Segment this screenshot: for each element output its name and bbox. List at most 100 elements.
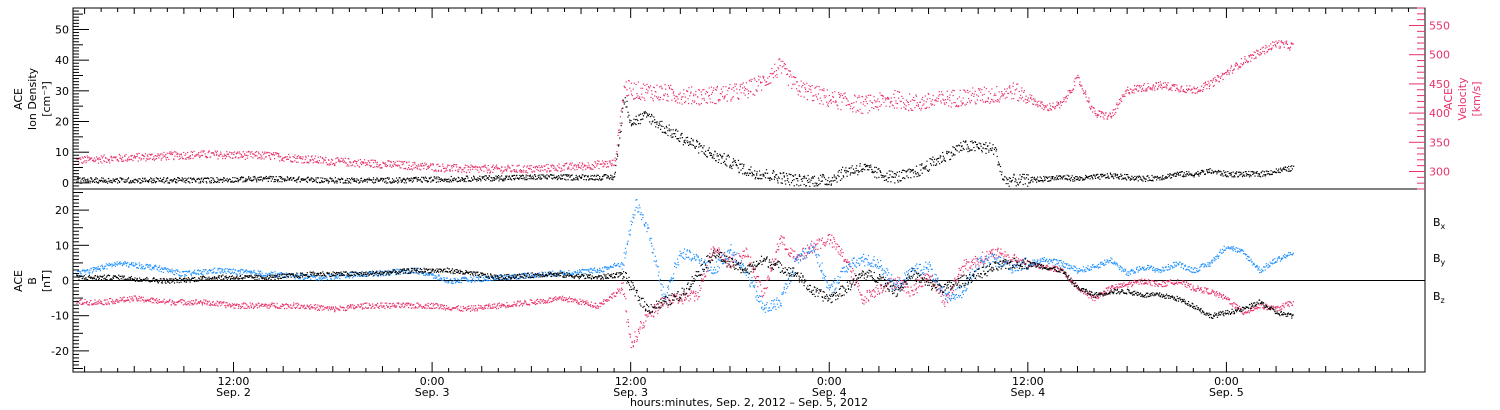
density-series-point bbox=[968, 150, 971, 152]
density-series-point bbox=[744, 172, 747, 174]
velocity-series-point bbox=[403, 168, 405, 170]
bz-series-point bbox=[476, 309, 479, 311]
bz-series-point bbox=[532, 302, 534, 304]
bz-series-point bbox=[418, 303, 420, 305]
velocity-series-point bbox=[454, 169, 457, 171]
density-series-point bbox=[620, 130, 622, 133]
velocity-series-point bbox=[689, 95, 691, 97]
density-series-point bbox=[406, 177, 409, 179]
velocity-series-point bbox=[145, 160, 147, 162]
velocity-series-point bbox=[140, 159, 142, 161]
density-series-point bbox=[582, 174, 584, 176]
velocity-series-point bbox=[88, 159, 90, 161]
density-series-point bbox=[486, 177, 489, 179]
velocity-series-point bbox=[244, 158, 246, 160]
bz-series-point bbox=[523, 302, 525, 304]
velocity-series-point bbox=[423, 165, 425, 167]
density-series-point bbox=[825, 178, 827, 181]
density-series-point bbox=[182, 179, 184, 181]
density-series-point bbox=[817, 185, 819, 187]
velocity-series-point bbox=[582, 169, 584, 171]
velocity-series-point bbox=[898, 91, 901, 93]
density-series-point bbox=[1279, 172, 1281, 174]
bz-series-point bbox=[530, 299, 532, 301]
density-series-point bbox=[1049, 180, 1051, 182]
bz-series-point bbox=[198, 301, 201, 303]
velocity-series-point bbox=[1144, 89, 1146, 91]
velocity-series-point bbox=[800, 95, 802, 97]
density-series-point bbox=[769, 177, 772, 179]
density-series-point bbox=[366, 181, 368, 183]
velocity-series-point bbox=[343, 161, 345, 164]
bz-series-point bbox=[363, 307, 365, 310]
velocity-series-point bbox=[155, 158, 158, 160]
density-series-point bbox=[284, 180, 286, 182]
velocity-series-point bbox=[561, 169, 563, 171]
density-series-point bbox=[525, 176, 527, 178]
velocity-series-point bbox=[536, 168, 538, 171]
density-series-point bbox=[476, 178, 478, 181]
velocity-series-point bbox=[223, 155, 225, 157]
density-series-point bbox=[485, 175, 487, 177]
bz-series-point bbox=[189, 301, 191, 303]
velocity-series-point bbox=[785, 68, 787, 70]
density-series-point bbox=[892, 176, 894, 178]
velocity-series-point bbox=[432, 164, 434, 166]
density-series-point bbox=[1064, 175, 1066, 177]
bz-series-point bbox=[129, 301, 131, 303]
velocity-series-point bbox=[721, 91, 723, 93]
density-series-point bbox=[1206, 169, 1208, 171]
density-series-point bbox=[571, 179, 574, 181]
density-series-point bbox=[764, 172, 766, 174]
density-series-point bbox=[172, 180, 174, 182]
density-series-point bbox=[875, 166, 877, 169]
bz-series-point bbox=[286, 304, 288, 306]
velocity-series-point bbox=[131, 154, 133, 156]
density-series-point bbox=[865, 164, 867, 167]
density-series-point bbox=[1027, 174, 1029, 176]
velocity-series-point bbox=[1060, 100, 1062, 103]
velocity-series-point bbox=[1129, 93, 1131, 95]
density-series-point bbox=[1104, 175, 1106, 177]
velocity-series-point bbox=[1285, 43, 1287, 45]
velocity-series-point bbox=[127, 158, 129, 160]
density-series-point bbox=[632, 124, 634, 126]
bz-series-point bbox=[212, 304, 214, 306]
velocity-series-point bbox=[1008, 86, 1010, 88]
density-series-point bbox=[428, 178, 430, 180]
bz-series-point bbox=[332, 307, 335, 309]
velocity-series-point bbox=[1230, 65, 1233, 67]
density-series-point bbox=[593, 175, 595, 177]
density-series-point bbox=[1159, 176, 1161, 178]
density-series-point bbox=[1114, 175, 1116, 177]
density-series-point bbox=[440, 178, 442, 181]
density-series-point bbox=[591, 178, 593, 180]
density-series-point bbox=[147, 180, 149, 182]
bz-series-point bbox=[287, 304, 289, 306]
velocity-series-point bbox=[296, 157, 298, 159]
velocity-series-point bbox=[1142, 87, 1144, 89]
density-series-point bbox=[721, 156, 723, 158]
velocity-series-point bbox=[1047, 108, 1049, 110]
density-series-point bbox=[521, 175, 523, 177]
density-series-point bbox=[690, 137, 692, 140]
velocity-series-point bbox=[1291, 43, 1293, 45]
velocity-series-point bbox=[122, 156, 124, 158]
velocity-series-point bbox=[1143, 83, 1145, 85]
velocity-series-point bbox=[770, 82, 772, 84]
density-series-point bbox=[1051, 178, 1054, 180]
velocity-series-point bbox=[304, 161, 306, 163]
density-series-point bbox=[1110, 173, 1112, 175]
bz-series-point bbox=[347, 305, 350, 307]
density-series-point bbox=[787, 178, 789, 180]
velocity-series-point bbox=[997, 98, 999, 100]
velocity-series-point bbox=[330, 161, 332, 163]
velocity-series-point bbox=[91, 157, 93, 159]
velocity-series-point bbox=[1127, 86, 1129, 88]
velocity-series-point bbox=[1112, 115, 1114, 117]
density-series-point bbox=[503, 178, 505, 180]
bz-series-point bbox=[484, 307, 487, 309]
velocity-series-point bbox=[1031, 99, 1033, 101]
velocity-series-point bbox=[1093, 107, 1095, 109]
density-series-point bbox=[530, 178, 532, 180]
